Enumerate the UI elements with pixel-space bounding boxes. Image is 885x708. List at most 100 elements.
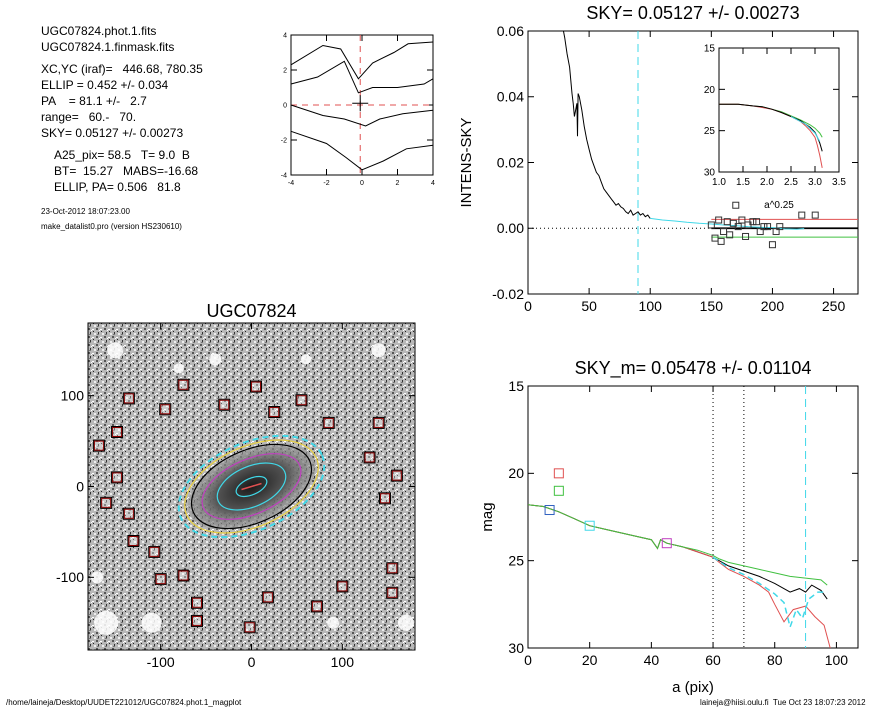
mask-square [111, 426, 124, 438]
sky-title: SKY= 0.05127 +/- 0.00273 [586, 3, 799, 23]
mask-square-inner [391, 470, 402, 481]
isophote-ellipse-3 [201, 453, 302, 520]
mask-square [379, 492, 392, 505]
sky-square [753, 218, 761, 226]
mask-square-inner [311, 601, 322, 612]
inset-ytick-label: 30 [704, 168, 716, 179]
mask-square [191, 614, 203, 627]
mag-frame [527, 385, 859, 649]
isophote-ellipse-1 [184, 439, 319, 534]
image-ytick-label: 100 [61, 388, 85, 404]
sky-square [811, 211, 819, 219]
mask-square-inner [192, 615, 202, 626]
sky-square [776, 223, 784, 231]
sky-square [798, 211, 806, 219]
mag-square-green [553, 485, 564, 496]
image-xtick-label: -100 [147, 654, 175, 670]
center-xtick-label: 4 [431, 180, 435, 187]
mask-square [148, 545, 161, 558]
mask-square [386, 586, 399, 599]
image-blob [107, 342, 124, 359]
mask-square [159, 403, 172, 416]
sky-xtick-label: 50 [581, 298, 597, 314]
mask-square [122, 507, 135, 520]
mask-square [218, 398, 231, 411]
mask-square-inner [123, 508, 134, 519]
mask-square [386, 562, 399, 575]
inset-red [719, 103, 823, 168]
sky-profiles [562, 31, 805, 230]
mag-xtick-label: 0 [524, 652, 532, 668]
sky-ytick-label: 0.00 [497, 220, 524, 236]
mag-title: SKY_m= 0.05478 +/- 0.01104 [575, 358, 812, 379]
mask-square [310, 600, 323, 613]
range-label: range= 60.- 70. [41, 110, 137, 124]
inset-cyan [790, 116, 821, 142]
mag-xtick-label: 60 [705, 652, 721, 668]
mag-ytick-label: 25 [508, 553, 524, 569]
isophote-ellipse-0 [177, 434, 326, 539]
center-xtick-label: 2 [396, 180, 400, 187]
center-ytick-label: -4 [281, 172, 287, 179]
sky-ytick-label: 0.02 [497, 154, 524, 170]
mask-square [390, 469, 403, 482]
center-contour-3 [290, 130, 434, 171]
sky-plot: 0 50 100 150 200 250 -0.02 0.00 0.02 0.04 0.06 SKY=… [458, 3, 859, 314]
isophote-ellipse-5 [235, 475, 268, 498]
mask-square [243, 621, 256, 634]
sky-square [768, 241, 776, 249]
xcyc-label: XC,YC (iraf)= 446.68, 780.35 [41, 62, 203, 76]
mag-series-cyan [712, 556, 828, 630]
mag-xtick-label: 40 [644, 652, 660, 668]
mask-square-inner [380, 493, 391, 504]
mask-square-inner [160, 404, 171, 415]
center-ytick-label: -2 [281, 137, 287, 144]
mask-square-inner [123, 393, 134, 404]
image-ytick-label: -100 [56, 569, 84, 585]
image-blob [209, 353, 222, 366]
mask-square-inner [112, 427, 123, 437]
a25-label: A25_pix= 58.5 T= 9.0 B [54, 148, 190, 162]
mag-ylabel: mag [479, 502, 496, 531]
inset-xtick-label: 3.0 [808, 177, 822, 188]
image-blob [397, 614, 414, 631]
sky-square [726, 231, 734, 239]
inset-xtick-label: 1.5 [736, 177, 750, 188]
mag-square-cyan [584, 520, 595, 531]
mag-series-green [528, 504, 828, 586]
sky-profile-black [562, 31, 651, 219]
image-blob [371, 343, 386, 358]
sky-label: SKY= 0.05127 +/- 0.00273 [41, 126, 184, 140]
footer-user: laineja@hiisi.oulu.fi Tue Oct 23 18:07:2… [700, 698, 866, 707]
date-label: 23-Oct-2012 18:07:23.00 [41, 207, 130, 216]
image-ytick-label: 0 [76, 478, 84, 494]
sky-square [707, 221, 715, 229]
center-plot: -4 -2 0 2 4 -4 -2 0 2 4 [281, 32, 435, 187]
sky-square [715, 216, 723, 224]
mag-xtick-label: 80 [767, 652, 783, 668]
mask-square [127, 535, 140, 547]
sky-square [732, 201, 740, 209]
mask-square [122, 392, 135, 405]
sky-square [764, 223, 772, 231]
mask-square-inner [178, 379, 189, 390]
center-xtick-label: -2 [323, 180, 329, 187]
mask-square [336, 580, 349, 593]
mask-square [100, 496, 113, 509]
mag-ytick-label: 20 [508, 465, 524, 481]
mask-square-inner [251, 381, 262, 392]
image-blob [327, 616, 340, 629]
center-xtick-label: -4 [288, 180, 294, 187]
center-ytick-label: 4 [283, 32, 287, 39]
mask-square-inner [387, 563, 398, 574]
mask-square [261, 591, 274, 604]
center-contour-1 [290, 60, 434, 94]
mask-square [250, 380, 263, 393]
sky-square [734, 223, 742, 231]
image-blob [141, 612, 162, 633]
mask-square-inner [296, 395, 307, 406]
mask-square-inner [364, 452, 375, 463]
mag-square-red [553, 468, 564, 479]
mag-xtick-label: 20 [582, 652, 598, 668]
